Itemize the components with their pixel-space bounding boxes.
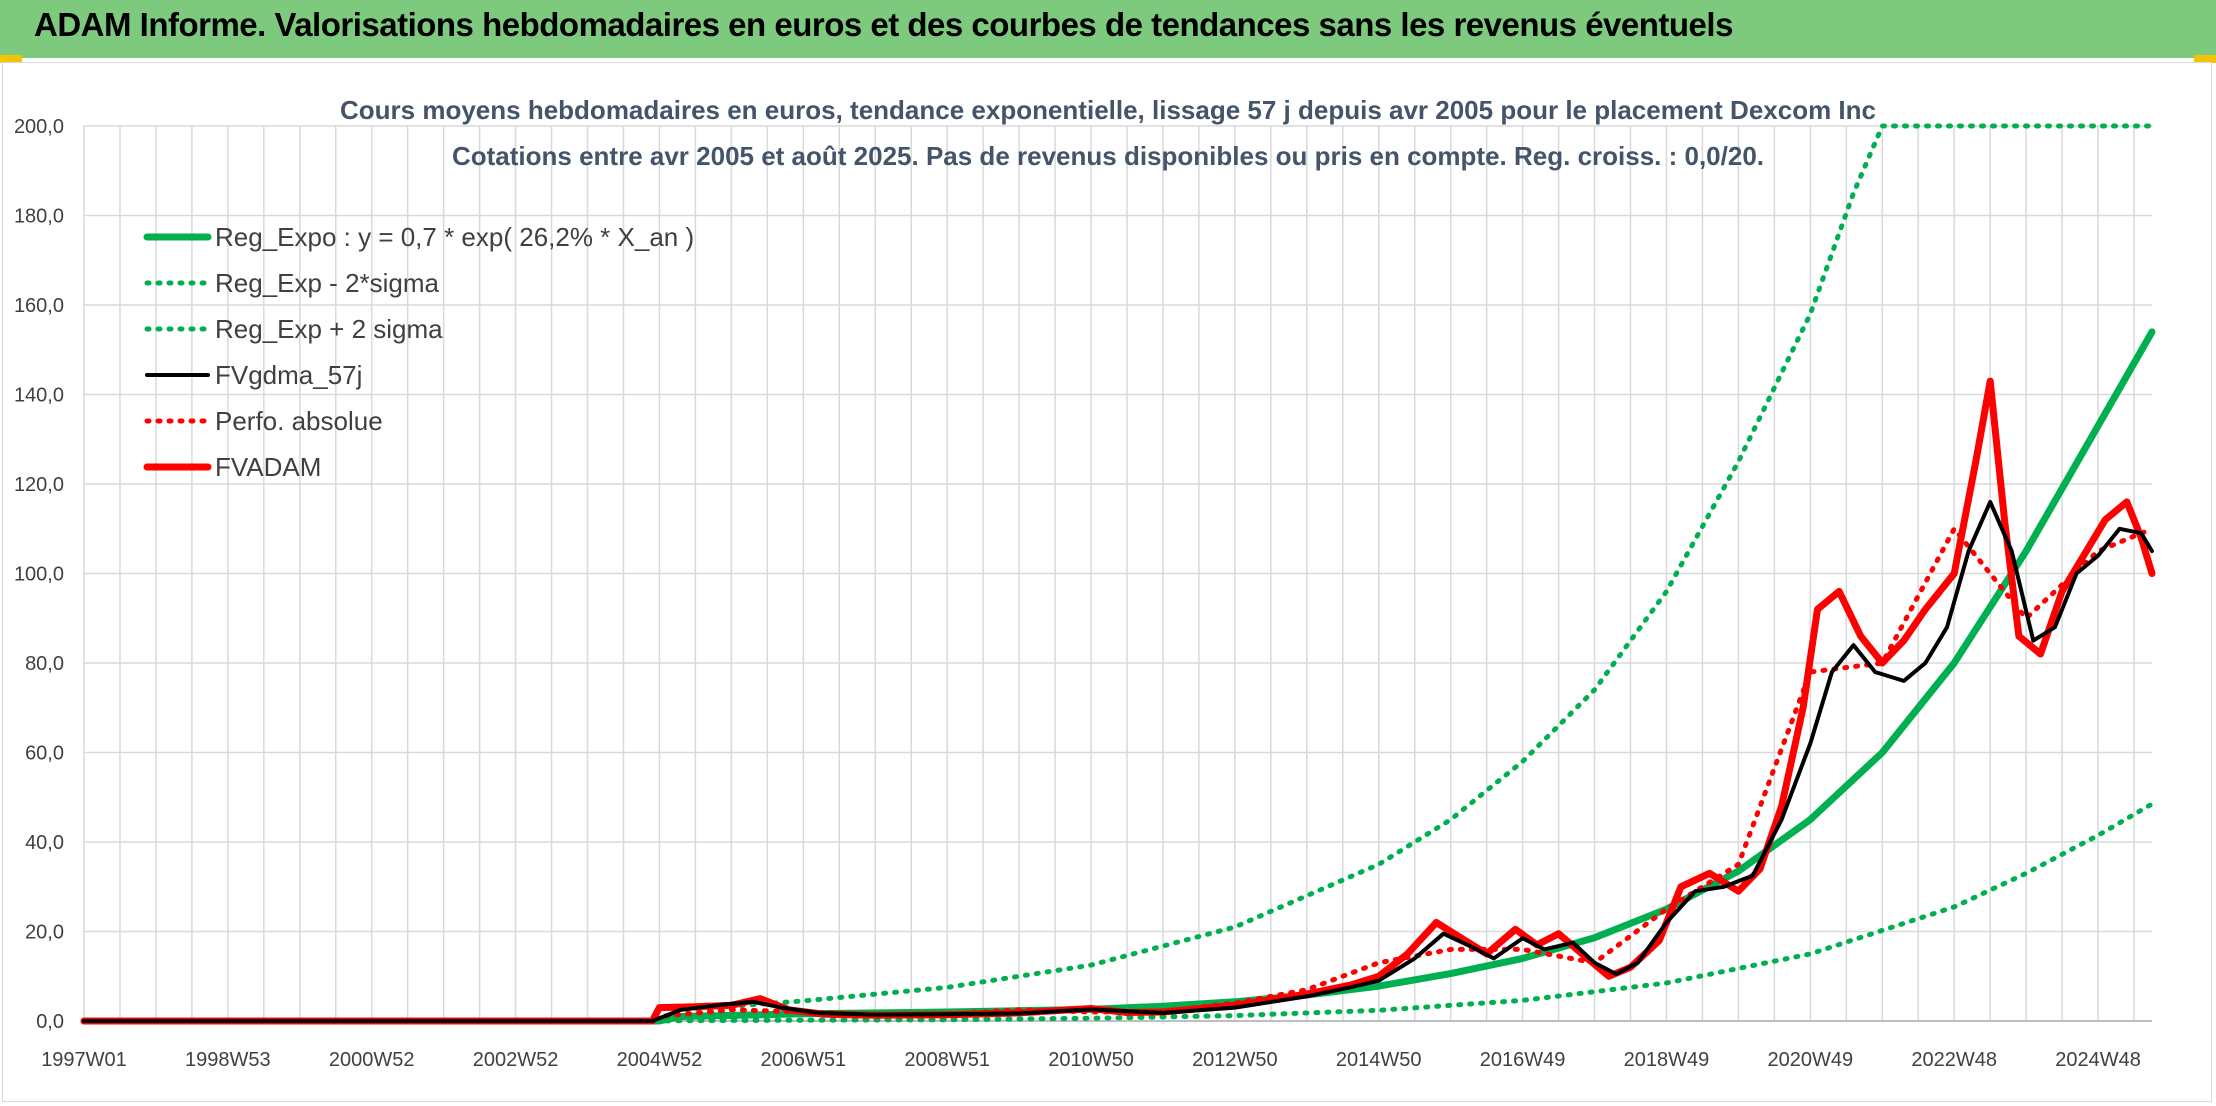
x-tick-label: 2018W49 <box>1624 1049 1710 1071</box>
y-tick-label: 160,0 <box>14 295 64 317</box>
legend-label: Reg_Exp - 2*sigma <box>215 268 440 298</box>
title-banner: ADAM Informe. Valorisations hebdomadaire… <box>0 0 2216 58</box>
chart-frame <box>2 62 2212 1102</box>
y-tick-label: 120,0 <box>14 474 64 496</box>
y-tick-label: 0,0 <box>36 1011 64 1033</box>
y-tick-label: 60,0 <box>25 743 64 765</box>
x-tick-label: 2014W50 <box>1336 1049 1422 1071</box>
legend-label: Reg_Expo : y = 0,7 * exp( 26,2% * X_an ) <box>215 222 694 252</box>
x-tick-label: 2006W51 <box>760 1049 846 1071</box>
y-tick-label: 20,0 <box>25 922 64 944</box>
y-axis: 0,0 20,0 40,0 60,0 80,0 100,0 120,0 140,0 160,0 1… <box>14 116 64 1033</box>
x-tick-label: 1997W01 <box>41 1049 127 1071</box>
y-tick-label: 40,0 <box>25 832 64 854</box>
x-tick-label: 2020W49 <box>1768 1049 1854 1071</box>
legend-label: FVgdma_57j <box>215 360 362 390</box>
chart-title: Cours moyens hebdomadaires en euros, ten… <box>340 95 1876 125</box>
corner-mark-right <box>2194 55 2216 63</box>
x-tick-label: 2000W52 <box>329 1049 415 1071</box>
x-tick-label: 2010W50 <box>1048 1049 1134 1071</box>
x-tick-label: 1998W53 <box>185 1049 271 1071</box>
series-layer <box>80 123 2156 1025</box>
y-tick-label: 100,0 <box>14 564 64 586</box>
legend-label: Reg_Exp + 2 sigma <box>215 314 443 344</box>
x-tick-label: 2016W49 <box>1480 1049 1566 1071</box>
banner-title: ADAM Informe. Valorisations hebdomadaire… <box>34 6 1733 43</box>
x-axis: 1997W01 1998W53 2000W52 2002W52 2004W52 2006W… <box>41 1049 2141 1071</box>
x-tick-label: 2012W50 <box>1192 1049 1278 1071</box>
x-tick-label: 2004W52 <box>617 1049 703 1071</box>
legend-label: FVADAM <box>215 452 321 482</box>
series-line-4 <box>81 526 2155 1024</box>
x-tick-label: 2024W48 <box>2055 1049 2141 1071</box>
series-line-0 <box>80 328 2156 1025</box>
corner-mark-left <box>0 55 22 63</box>
grid <box>83 125 2152 1022</box>
series-line-1 <box>81 801 2155 1024</box>
y-tick-label: 80,0 <box>25 653 64 675</box>
y-tick-label: 180,0 <box>14 206 64 228</box>
x-tick-label: 2002W52 <box>473 1049 559 1071</box>
chart-subtitle: Cotations entre avr 2005 et août 2025. P… <box>452 141 1764 171</box>
series-line-3 <box>82 499 2154 1023</box>
legend-label: Perfo. absolue <box>215 406 383 436</box>
y-tick-label: 200,0 <box>14 116 64 138</box>
x-tick-label: 2022W48 <box>1911 1049 1997 1071</box>
y-tick-label: 140,0 <box>14 385 64 407</box>
legend: Reg_Expo : y = 0,7 * exp( 26,2% * X_an )… <box>143 222 694 482</box>
series-line-5 <box>80 377 2156 1025</box>
x-tick-label: 2008W51 <box>904 1049 990 1071</box>
